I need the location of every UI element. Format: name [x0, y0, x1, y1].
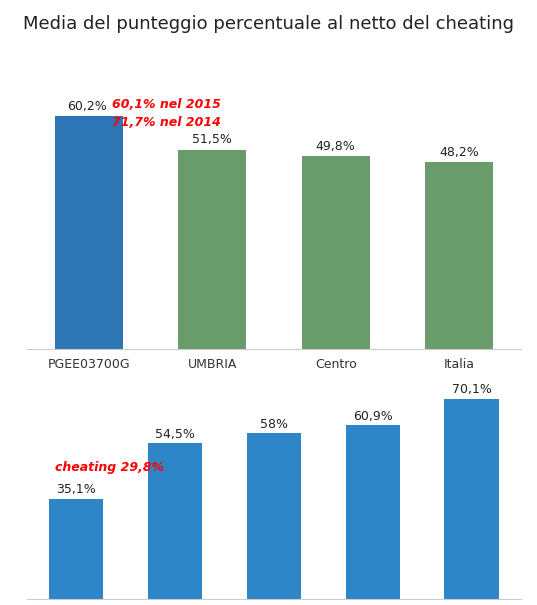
Text: 58%: 58%: [260, 418, 288, 431]
Text: 48,2%: 48,2%: [439, 146, 479, 159]
Bar: [444, 399, 499, 599]
Text: 60,9%: 60,9%: [353, 410, 393, 422]
Text: Media del punteggio percentuale al netto del cheating: Media del punteggio percentuale al netto…: [23, 15, 514, 33]
Text: 51,5%: 51,5%: [192, 134, 232, 146]
Text: 35,1%: 35,1%: [56, 483, 96, 496]
Bar: [178, 149, 246, 348]
Bar: [425, 162, 493, 348]
Bar: [345, 425, 400, 599]
Text: 60,1% nel 2015: 60,1% nel 2015: [112, 98, 221, 111]
Text: 60,2%: 60,2%: [67, 100, 107, 113]
Bar: [148, 443, 202, 599]
Text: cheating 29,8%: cheating 29,8%: [55, 461, 164, 474]
Bar: [49, 499, 104, 599]
Bar: [302, 156, 369, 348]
Bar: [55, 116, 122, 348]
Text: 71,7% nel 2014: 71,7% nel 2014: [112, 116, 221, 129]
Text: 54,5%: 54,5%: [155, 428, 195, 441]
Text: 49,8%: 49,8%: [316, 140, 355, 153]
Text: 70,1%: 70,1%: [452, 384, 491, 396]
Bar: [246, 433, 301, 599]
